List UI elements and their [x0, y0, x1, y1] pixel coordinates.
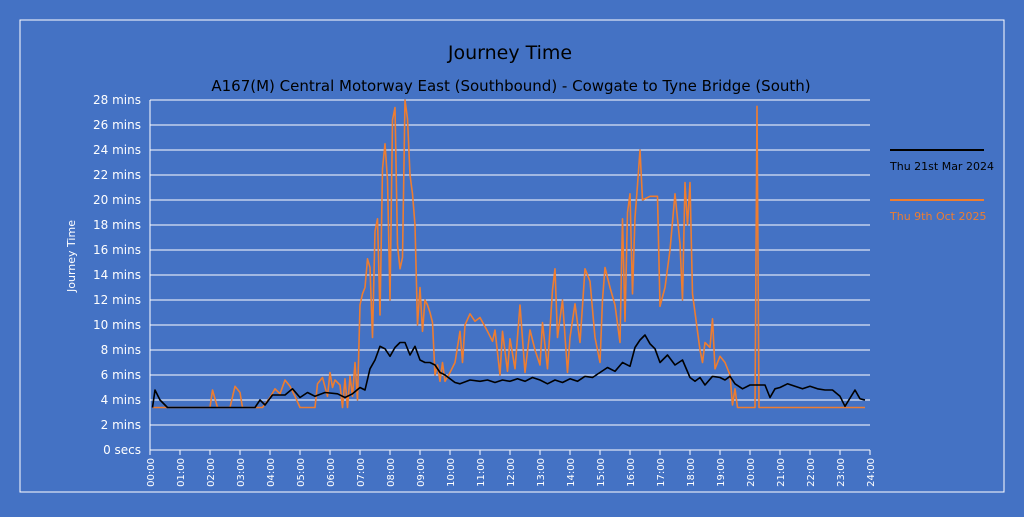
y-tick-label: 12 mins [93, 293, 141, 307]
gridlines [149, 99, 870, 451]
x-tick-label: 19:00 [716, 458, 727, 487]
x-tick-label: 18:00 [686, 458, 697, 487]
x-tick-label: 07:00 [356, 458, 367, 487]
y-tick-label: 20 mins [93, 193, 141, 207]
series-line [151, 334, 866, 409]
x-tick-label: 05:00 [296, 458, 307, 487]
x-tick-label: 24:00 [866, 458, 877, 487]
y-tick-label: 6 mins [101, 368, 141, 382]
chart-frame [19, 19, 1005, 493]
y-tick-label: 8 mins [101, 343, 141, 357]
x-tick-label: 15:00 [596, 458, 607, 487]
x-tick-label: 08:00 [386, 458, 397, 487]
x-tick-label: 22:00 [806, 458, 817, 487]
x-tick-label: 21:00 [776, 458, 787, 487]
x-tick-label: 11:00 [476, 458, 487, 487]
series-lines [151, 99, 866, 409]
chart-subtitle: A167(M) Central Motorway East (Southboun… [211, 77, 810, 95]
y-tick-label: 24 mins [93, 143, 141, 157]
x-tick-label: 10:00 [446, 458, 457, 487]
x-tick-label: 01:00 [176, 458, 187, 487]
y-tick-label: 2 mins [101, 418, 141, 432]
y-tick-label: 22 mins [93, 168, 141, 182]
legend: Thu 21st Mar 2024 Thu 9th Oct 2025 [889, 149, 994, 223]
legend-label: Thu 21st Mar 2024 [889, 160, 994, 173]
y-tick-label: 26 mins [93, 118, 141, 132]
y-tick-labels: 0 secs 2 mins 4 mins 6 mins 8 mins 10 mins 12 … [93, 93, 141, 457]
x-tick-labels: 00:00 01:00 02:00 03:00 04:00 05:00 06:00 07:00… [146, 450, 877, 487]
x-tick-label: 06:00 [326, 458, 337, 487]
y-tick-label: 28 mins [93, 93, 141, 107]
x-tick-label: 14:00 [566, 458, 577, 487]
x-tick-label: 16:00 [626, 458, 637, 487]
y-axis-label: Journey Time [65, 220, 78, 293]
x-tick-label: 13:00 [536, 458, 547, 487]
x-tick-label: 03:00 [236, 458, 247, 487]
y-tick-label: 0 secs [103, 443, 141, 457]
legend-label: Thu 9th Oct 2025 [889, 210, 986, 223]
x-tick-label: 12:00 [506, 458, 517, 487]
y-tick-label: 16 mins [93, 243, 141, 257]
y-tick-label: 10 mins [93, 318, 141, 332]
x-tick-label: 02:00 [206, 458, 217, 487]
x-tick-label: 04:00 [266, 458, 277, 487]
x-tick-label: 09:00 [416, 458, 427, 487]
x-tick-label: 20:00 [746, 458, 757, 487]
y-tick-label: 4 mins [101, 393, 141, 407]
x-tick-label: 00:00 [146, 458, 157, 487]
x-tick-label: 23:00 [836, 458, 847, 487]
series-line [152, 99, 865, 409]
chart-title: Journey Time [447, 42, 572, 64]
y-tick-label: 14 mins [93, 268, 141, 282]
x-tick-label: 17:00 [656, 458, 667, 487]
y-tick-label: 18 mins [93, 218, 141, 232]
